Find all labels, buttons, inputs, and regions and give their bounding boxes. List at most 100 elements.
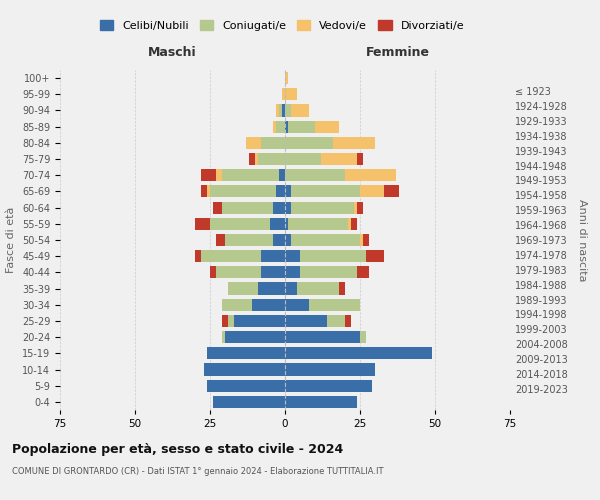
Bar xyxy=(213,202,222,213)
Bar xyxy=(285,169,345,181)
Bar xyxy=(285,348,432,360)
Bar xyxy=(270,218,285,230)
Bar xyxy=(195,250,201,262)
Bar xyxy=(210,218,270,230)
Bar xyxy=(366,250,384,262)
Bar xyxy=(360,234,363,246)
Bar xyxy=(216,169,222,181)
Bar xyxy=(279,169,285,181)
Bar xyxy=(261,137,285,149)
Bar xyxy=(285,396,357,408)
Bar xyxy=(222,169,279,181)
Bar xyxy=(285,137,333,149)
Bar xyxy=(309,298,360,311)
Bar xyxy=(207,380,285,392)
Bar xyxy=(234,315,285,327)
Bar xyxy=(285,104,291,117)
Bar xyxy=(210,186,276,198)
Bar xyxy=(246,137,261,149)
Bar xyxy=(339,282,345,294)
Bar xyxy=(249,153,255,165)
Bar xyxy=(228,315,234,327)
Bar xyxy=(291,104,309,117)
Bar xyxy=(285,202,291,213)
Bar xyxy=(285,186,291,198)
Bar xyxy=(285,234,291,246)
Bar xyxy=(258,153,285,165)
Text: Popolazione per età, sesso e stato civile - 2024: Popolazione per età, sesso e stato civil… xyxy=(12,442,343,456)
Bar xyxy=(291,202,354,213)
Bar xyxy=(354,202,357,213)
Bar xyxy=(207,348,285,360)
Bar xyxy=(321,153,357,165)
Bar xyxy=(261,266,285,278)
Bar xyxy=(345,315,351,327)
Bar xyxy=(285,218,288,230)
Bar xyxy=(282,88,285,101)
Bar xyxy=(252,298,285,311)
Bar xyxy=(360,331,366,343)
Bar xyxy=(297,282,339,294)
Bar xyxy=(222,331,225,343)
Bar xyxy=(285,331,360,343)
Text: Femmine: Femmine xyxy=(365,46,430,59)
Bar xyxy=(204,364,285,376)
Bar xyxy=(291,186,360,198)
Bar xyxy=(333,137,375,149)
Bar xyxy=(285,282,297,294)
Bar xyxy=(255,153,258,165)
Bar xyxy=(285,250,300,262)
Bar xyxy=(222,298,252,311)
Bar xyxy=(222,315,228,327)
Bar xyxy=(195,218,210,230)
Bar xyxy=(228,282,258,294)
Bar xyxy=(348,218,351,230)
Bar xyxy=(300,250,366,262)
Bar xyxy=(216,266,261,278)
Bar xyxy=(216,234,225,246)
Bar xyxy=(315,120,339,132)
Bar xyxy=(285,153,321,165)
Bar xyxy=(291,234,360,246)
Bar xyxy=(207,186,210,198)
Bar xyxy=(288,218,348,230)
Bar xyxy=(285,298,309,311)
Bar xyxy=(327,315,345,327)
Bar xyxy=(225,331,285,343)
Bar xyxy=(210,266,216,278)
Bar xyxy=(384,186,399,198)
Bar xyxy=(285,266,300,278)
Bar xyxy=(225,234,273,246)
Bar xyxy=(363,234,369,246)
Bar xyxy=(276,104,279,117)
Bar xyxy=(300,266,357,278)
Bar xyxy=(285,88,297,101)
Bar xyxy=(285,380,372,392)
Bar xyxy=(273,202,285,213)
Bar xyxy=(345,169,396,181)
Bar xyxy=(276,120,285,132)
Bar xyxy=(360,186,384,198)
Y-axis label: Fasce di età: Fasce di età xyxy=(7,207,16,273)
Bar xyxy=(357,153,363,165)
Y-axis label: Anni di nascita: Anni di nascita xyxy=(577,198,587,281)
Bar xyxy=(357,266,369,278)
Bar xyxy=(288,120,315,132)
Text: COMUNE DI GRONTARDO (CR) - Dati ISTAT 1° gennaio 2024 - Elaborazione TUTTITALIA.: COMUNE DI GRONTARDO (CR) - Dati ISTAT 1°… xyxy=(12,468,383,476)
Bar xyxy=(282,104,285,117)
Bar xyxy=(285,120,288,132)
Bar xyxy=(285,364,375,376)
Bar xyxy=(357,202,363,213)
Bar xyxy=(261,250,285,262)
Bar xyxy=(285,315,327,327)
Bar xyxy=(273,120,276,132)
Legend: Celibi/Nubili, Coniugati/e, Vedovi/e, Divorziati/e: Celibi/Nubili, Coniugati/e, Vedovi/e, Di… xyxy=(95,16,469,35)
Bar xyxy=(201,169,216,181)
Bar xyxy=(351,218,357,230)
Bar xyxy=(273,234,285,246)
Bar xyxy=(276,186,285,198)
Bar xyxy=(222,202,273,213)
Bar xyxy=(285,72,288,84)
Bar xyxy=(258,282,285,294)
Bar xyxy=(201,250,261,262)
